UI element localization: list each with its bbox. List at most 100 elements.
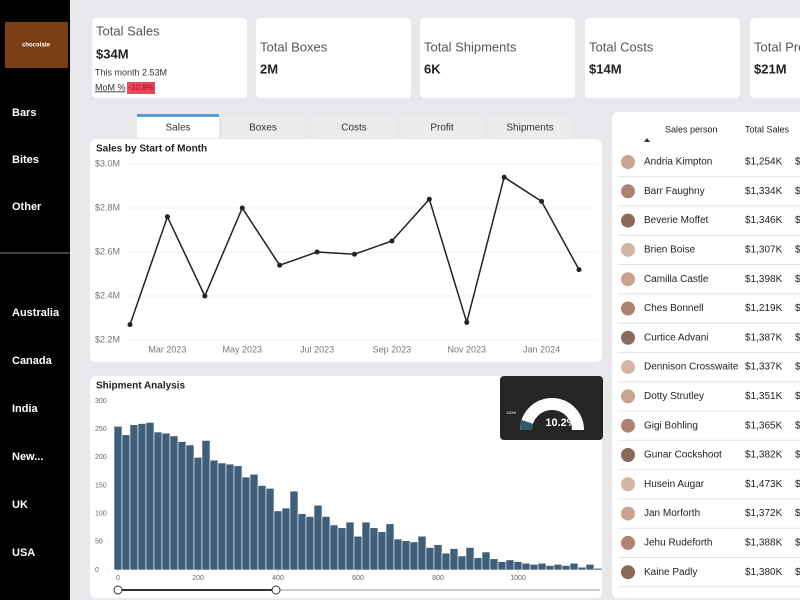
product-filter[interactable]: Bites bbox=[12, 154, 39, 166]
country-filter[interactable]: USA bbox=[12, 547, 35, 559]
tab[interactable] bbox=[222, 116, 304, 138]
kpi-card bbox=[750, 18, 800, 98]
point bbox=[539, 198, 545, 204]
bar bbox=[401, 540, 411, 571]
x-tick-label: 200 bbox=[192, 575, 204, 582]
bar bbox=[329, 524, 339, 571]
chart-title: Shipment Analysis bbox=[96, 381, 186, 392]
country-filter[interactable]: India bbox=[12, 403, 39, 415]
country-filter[interactable]: Canada bbox=[12, 355, 53, 367]
country-filter[interactable]: UK bbox=[12, 499, 28, 511]
total-sales: $1,337K bbox=[745, 362, 783, 373]
bar bbox=[409, 541, 419, 571]
country-filter[interactable]: Australia bbox=[12, 307, 60, 319]
point bbox=[426, 196, 432, 202]
product-filter[interactable]: Other bbox=[12, 201, 42, 213]
avatar bbox=[621, 242, 635, 257]
bar bbox=[433, 544, 443, 571]
clipped-cell: $ bbox=[795, 215, 800, 226]
bar bbox=[337, 527, 347, 571]
sales-person: Barr Faughny bbox=[644, 186, 705, 197]
total-sales: $1,382K bbox=[745, 450, 783, 461]
bar bbox=[521, 562, 531, 571]
bar bbox=[113, 426, 123, 571]
gauge-value: 10.2% bbox=[545, 417, 576, 429]
gauge-fill bbox=[520, 419, 534, 431]
clipped-cell: $ bbox=[795, 303, 800, 314]
country-filter[interactable]: New... bbox=[12, 451, 43, 463]
y-tick-label: 200 bbox=[95, 454, 107, 461]
clipped-cell: $ bbox=[795, 245, 800, 256]
point bbox=[277, 262, 283, 268]
bar bbox=[585, 564, 595, 571]
tab-label[interactable]: Sales bbox=[165, 123, 190, 134]
line-chart-card bbox=[90, 139, 602, 362]
total-sales: $1,346K bbox=[745, 215, 783, 226]
point bbox=[501, 174, 507, 180]
y-tick-label: 100 bbox=[95, 511, 107, 518]
column-header[interactable]: Sales person bbox=[665, 124, 718, 134]
logo bbox=[5, 22, 68, 68]
kpi-note: This month 2.53M bbox=[95, 67, 167, 77]
clipped-cell: $ bbox=[795, 362, 800, 373]
avatar bbox=[621, 418, 635, 433]
sales-person: Dennison Crosswaite bbox=[644, 362, 739, 373]
tab-label[interactable]: Costs bbox=[341, 123, 367, 134]
avatar bbox=[621, 272, 635, 287]
sales-person: Jehu Rudeforth bbox=[644, 538, 712, 549]
bar bbox=[129, 424, 139, 571]
tab-label[interactable]: Profit bbox=[430, 123, 454, 134]
bar bbox=[473, 557, 483, 571]
total-sales: $1,372K bbox=[745, 508, 783, 519]
clipped-cell: $ bbox=[795, 479, 800, 490]
y-tick-label: 0 bbox=[95, 567, 99, 574]
table-card bbox=[612, 112, 800, 598]
point bbox=[202, 293, 208, 299]
point bbox=[464, 319, 470, 325]
tab[interactable] bbox=[137, 116, 219, 138]
sales-person: Andria Kimpton bbox=[644, 157, 712, 168]
y-tick-label: 250 bbox=[95, 426, 107, 433]
bar bbox=[121, 434, 131, 571]
column-header[interactable]: Total Sales bbox=[745, 124, 790, 134]
y-tick-label: 150 bbox=[95, 482, 107, 489]
tab[interactable] bbox=[489, 116, 571, 138]
bar bbox=[369, 527, 379, 571]
sales-person: Camilla Castle bbox=[644, 274, 709, 285]
y-tick-label: $2.6M bbox=[95, 246, 120, 256]
bar bbox=[537, 562, 547, 571]
clipped-cell: $ bbox=[795, 157, 800, 168]
bar bbox=[345, 521, 355, 571]
kpi-card bbox=[92, 18, 247, 98]
avatar bbox=[621, 535, 635, 550]
clipped-cell: $ bbox=[795, 567, 800, 578]
avatar bbox=[621, 155, 635, 169]
sales-person: Dotty Strutley bbox=[644, 391, 704, 402]
x-tick-label: 1000 bbox=[510, 575, 526, 582]
sort-indicator bbox=[644, 138, 650, 142]
tab-label[interactable]: Boxes bbox=[249, 123, 277, 134]
bar bbox=[385, 523, 395, 571]
tab[interactable] bbox=[313, 116, 395, 138]
point bbox=[127, 322, 133, 328]
x-tick-label: 0 bbox=[116, 575, 120, 582]
clipped-cell: $ bbox=[795, 508, 800, 519]
total-sales: $1,307K bbox=[745, 245, 783, 256]
product-filter[interactable]: Bars bbox=[12, 107, 36, 119]
bar bbox=[481, 551, 491, 571]
sales-person: Husein Augar bbox=[644, 479, 705, 490]
bar bbox=[257, 485, 267, 571]
point bbox=[389, 238, 395, 244]
x-tick-label: 600 bbox=[352, 575, 364, 582]
avatar bbox=[621, 330, 635, 345]
tab[interactable] bbox=[401, 116, 483, 138]
slider-handle[interactable] bbox=[271, 585, 281, 595]
sales-person: Ches Bonnell bbox=[644, 303, 703, 314]
gauge-track bbox=[520, 398, 584, 431]
slider-handle[interactable] bbox=[113, 585, 123, 595]
avatar bbox=[621, 448, 635, 462]
bar bbox=[289, 490, 299, 571]
bar bbox=[425, 547, 435, 571]
tab-label[interactable]: Shipments bbox=[506, 123, 553, 134]
